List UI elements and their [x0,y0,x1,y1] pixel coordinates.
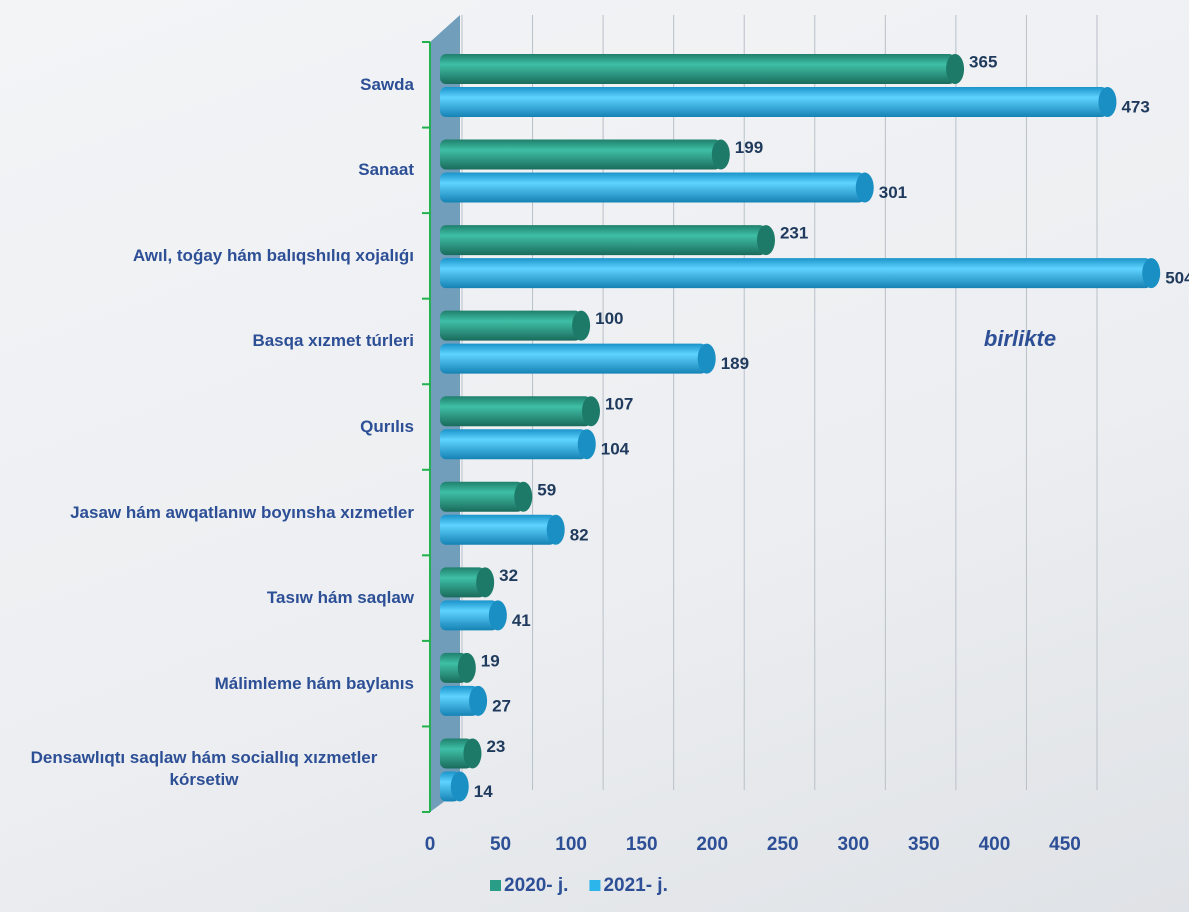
bar-cap [1098,87,1117,117]
bar [440,685,479,716]
x-tick-label: 400 [979,834,1011,855]
bar-cap [463,738,482,769]
legend-swatch [589,880,601,891]
y-tick-label: Tasıw hám saqlaw [0,587,414,609]
value-label: 107 [605,395,633,414]
value-label: 189 [721,354,749,373]
y-tick-label: Qurılıs [0,416,414,438]
legend-label: 2021- j. [603,875,667,896]
value-label: 301 [879,183,907,202]
value-label: 231 [780,224,808,243]
bar-cap [514,481,533,512]
legend-swatch [490,880,501,891]
bar-cap [457,652,476,683]
y-tick-label: Awıl, toǵay hám balıqshılıq xojalıǵı [0,245,414,267]
x-tick-label: 0 [425,834,436,855]
annotation: birlikte [984,326,1056,351]
bar [440,429,587,460]
y-tick-text: Tasıw hám saqlaw [266,588,414,608]
bar-cap [450,771,469,802]
bar-cap [756,225,775,256]
bar [440,87,1108,117]
value-label: 504 [1165,269,1189,288]
value-label: 100 [595,309,623,328]
x-tick-label: 350 [908,834,940,855]
bar-cap [697,343,716,374]
value-label: 82 [570,525,589,544]
y-tick-label: Jasaw hám awqatlanıw boyınsha xızmetler [0,502,414,524]
value-label: 27 [492,696,511,715]
bar-cap [577,429,596,460]
bar-cap [581,396,600,427]
value-label: 365 [969,52,997,71]
bar-cap [855,172,874,203]
bar [440,600,498,631]
bar-cap [711,139,730,170]
bar [440,514,556,545]
value-label: 59 [537,480,556,499]
bar-cap [469,685,488,716]
y-tick-text: Sawda [360,74,414,94]
bar [440,396,591,427]
y-tick-label: Sawda [0,74,414,96]
bar-cap [476,567,495,598]
y-tick-text: Málimleme hám baylanıs [214,673,414,693]
x-tick-label: 300 [837,834,869,855]
value-label: 199 [735,138,763,157]
bar [440,258,1152,289]
bar [440,567,486,598]
y-tick-text: Sanaat [358,160,414,180]
value-label: 473 [1121,97,1149,116]
bar-cap [1142,258,1161,289]
y-tick-label: Densawlıqtı saqlaw hám sociallıq xızmetl… [0,747,414,791]
bar-cap [572,310,591,341]
value-label: 23 [486,737,505,756]
bar [440,54,956,84]
x-tick-label: 100 [555,834,587,855]
bar [440,225,766,256]
y-tick-text: Jasaw hám awqatlanıw boyınsha xızmetler [70,502,414,522]
value-label: 41 [512,611,531,630]
y-tick-text: Awıl, toǵay hám balıqshılıq xojalıǵı [132,245,414,265]
y-tick-label: Basqa xızmet túrleri [0,330,414,352]
bar [440,738,473,769]
value-label: 14 [474,782,493,801]
y-tick-label: Málimleme hám baylanıs [0,673,414,695]
y-tick-text: Basqa xızmet túrleri [252,331,414,351]
bar [440,343,707,374]
x-tick-label: 150 [626,834,658,855]
legend-label: 2020- j. [504,875,568,896]
x-tick-label: 450 [1049,834,1081,855]
y-tick-text: Qurılıs [360,417,414,436]
value-label: 104 [601,440,630,459]
bar-cap [946,54,965,84]
bar [440,172,865,203]
bar [440,481,524,512]
value-label: 19 [481,651,500,670]
x-tick-label: 250 [767,834,799,855]
bar [440,139,721,170]
y-tick-label: Sanaat [0,159,414,181]
y-tick-text: Densawlıqtı saqlaw hám sociallıq xızmetl… [30,748,378,790]
bar-cap [546,514,565,545]
bar-cap [488,600,507,631]
value-label: 32 [499,566,518,585]
bar [440,310,582,341]
x-tick-label: 200 [696,834,728,855]
x-tick-label: 50 [490,834,511,855]
